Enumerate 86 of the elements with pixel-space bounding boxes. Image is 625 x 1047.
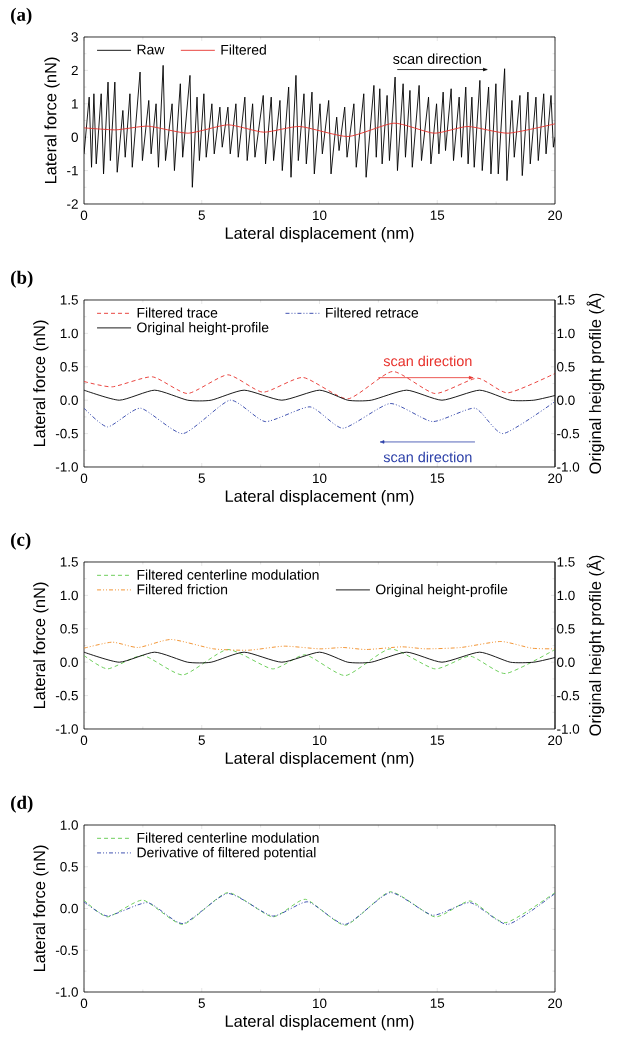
y-tick-label: 1.5 <box>60 295 78 305</box>
x-tick-label: 20 <box>548 473 562 484</box>
x-tick-label: 20 <box>548 735 562 746</box>
legend-label: Filtered retrace <box>326 307 419 318</box>
y-tick-label: -2 <box>67 199 78 209</box>
x-axis-title: Lateral displacement (nm) <box>225 751 414 768</box>
legend-label: Derivative of filtered potential <box>137 847 316 861</box>
y-tick-label: 1.0 <box>60 820 78 830</box>
y2-tick-label: -0.5 <box>557 428 580 439</box>
y2-axis-title: Original height profile (Å) <box>586 293 605 474</box>
line-series <box>84 371 556 400</box>
legend-label: Original height-profile <box>376 584 508 598</box>
y2-tick-label: -1.0 <box>557 724 580 734</box>
y-axis-title: Lateral force (nN) <box>33 582 49 709</box>
y-tick-label: -1.0 <box>55 724 78 734</box>
chart-title: (b) <box>11 270 33 288</box>
line-series <box>84 648 556 676</box>
x-tick-label: 15 <box>430 210 445 220</box>
y-tick-label: 1.5 <box>60 557 78 567</box>
y-tick-label: 0.0 <box>60 657 78 667</box>
line-series <box>84 399 556 435</box>
y2-tick-label: -1.0 <box>557 462 580 472</box>
x-tick-label: 5 <box>198 473 205 483</box>
y-tick-label: 2 <box>71 65 78 76</box>
legend-label: Filtered centerline modulation <box>137 569 319 580</box>
y-tick-label: 0 <box>71 132 78 142</box>
legend-label: Filtered centerline modulation <box>137 832 319 843</box>
x-tick-label: 0 <box>80 210 88 221</box>
x-tick-label: 15 <box>430 735 445 745</box>
y-tick-label: -0.5 <box>55 428 78 439</box>
y2-tick-label: 0.5 <box>557 624 575 634</box>
x-tick-label: 0 <box>80 735 88 746</box>
y2-tick-label: 0.0 <box>557 657 575 667</box>
y-tick-label: 0.5 <box>60 362 78 372</box>
x-tick-label: 10 <box>313 998 327 1009</box>
y-tick-label: 0.5 <box>60 861 78 872</box>
line-series <box>84 122 556 137</box>
y-axis-title: Lateral force (nN) <box>33 845 49 972</box>
y2-tick-label: 1.5 <box>557 557 575 567</box>
x-tick-label: 15 <box>430 998 445 1008</box>
x-tick-label: 20 <box>548 998 562 1009</box>
annotation: scan direction <box>393 53 481 64</box>
x-tick-label: 5 <box>198 210 205 220</box>
x-tick-label: 10 <box>313 735 327 746</box>
chart-title: (d) <box>11 795 33 813</box>
legend-label: Raw <box>137 44 165 55</box>
y-tick-label: -0.5 <box>55 690 78 701</box>
y-tick-label: 0.0 <box>60 903 78 914</box>
annotation: scan direction <box>383 355 472 367</box>
y2-axis-title: Original height profile (Å) <box>586 555 605 736</box>
y2-tick-label: 0.5 <box>557 362 575 372</box>
x-axis-title: Lateral displacement (nm) <box>225 489 414 506</box>
y2-tick-label: 0.0 <box>557 395 575 405</box>
x-tick-label: 15 <box>430 473 445 483</box>
y-tick-label: 1.0 <box>60 328 78 339</box>
y2-tick-label: 1.0 <box>557 590 575 601</box>
chart-title: (c) <box>11 532 31 550</box>
y-tick-label: -1.0 <box>55 987 78 997</box>
legend-label: Original height-profile <box>137 322 269 336</box>
x-tick-label: 10 <box>313 210 327 221</box>
y-tick-label: 0.5 <box>60 624 78 634</box>
annotation: scan direction <box>383 451 472 463</box>
legend-label: Filtered <box>221 44 266 55</box>
y-tick-label: 1 <box>72 99 78 109</box>
y-tick-label: -0.5 <box>55 945 78 955</box>
y-axis-title: Lateral force (nN) <box>33 320 49 447</box>
x-tick-label: 0 <box>80 473 88 484</box>
x-axis-title: Lateral displacement (nm) <box>225 1014 414 1031</box>
y2-tick-label: 1.5 <box>557 295 575 305</box>
chart-title: (a) <box>11 7 32 25</box>
x-tick-label: 10 <box>313 473 327 484</box>
y-axis-title: Lateral force (nN) <box>44 57 60 184</box>
x-tick-label: 5 <box>198 735 205 745</box>
x-tick-label: 0 <box>80 998 88 1009</box>
y-tick-label: -1.0 <box>55 462 78 472</box>
y-tick-label: 0.0 <box>60 395 78 405</box>
legend-label: Filtered trace <box>137 307 218 318</box>
y-tick-label: -1 <box>67 165 78 176</box>
y2-tick-label: -0.5 <box>557 690 580 701</box>
x-axis-title: Lateral displacement (nm) <box>225 226 414 243</box>
x-tick-label: 5 <box>198 998 205 1008</box>
y-tick-label: 1.0 <box>60 590 78 601</box>
y2-tick-label: 1.0 <box>557 328 575 339</box>
y-tick-label: 3 <box>71 32 78 42</box>
legend-label: Filtered friction <box>137 584 228 595</box>
x-tick-label: 20 <box>548 210 562 221</box>
